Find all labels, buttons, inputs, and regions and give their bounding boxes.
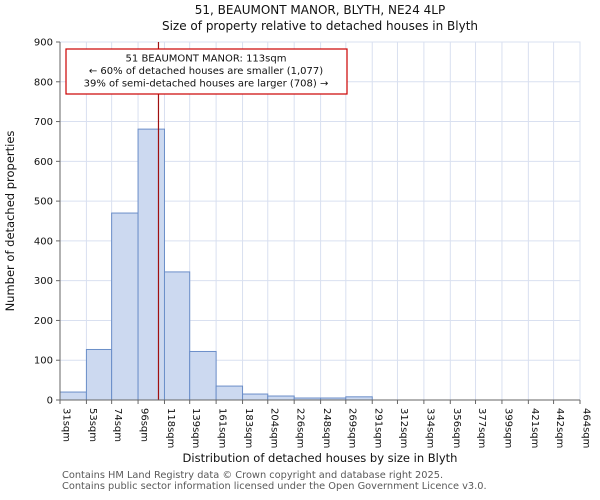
x-tick-labels: 31sqm 53sqm 74sqm 96sqm 118sqm 139sqm 161sqm 18… <box>61 408 592 448</box>
y-tick-label: 800 <box>34 77 53 88</box>
y-tick-label: 400 <box>34 236 53 247</box>
x-tick-label: 226sqm <box>295 408 306 448</box>
bar <box>242 393 269 401</box>
y-tick-label: 700 <box>34 117 53 128</box>
annotation-line-1: 51 BEAUMONT MANOR: 113sqm <box>126 54 287 65</box>
x-axis-label: Distribution of detached houses by size … <box>183 451 458 465</box>
bar <box>137 128 165 401</box>
annotation-line-2: ← 60% of detached houses are smaller (1,… <box>89 66 323 77</box>
y-tick-label: 100 <box>34 356 53 367</box>
x-tick-label: 442sqm <box>554 408 565 448</box>
x-tick-label: 204sqm <box>268 408 279 448</box>
axes <box>56 41 581 404</box>
annotation-box: 51 BEAUMONT MANOR: 113sqm ← 60% of detac… <box>65 48 348 95</box>
x-tick-label: 334sqm <box>424 408 435 448</box>
bar <box>215 385 244 401</box>
x-tick-label: 356sqm <box>451 408 462 448</box>
x-tick-label: 96sqm <box>139 408 150 442</box>
bar <box>189 350 217 401</box>
y-tick-labels: 0 100 200 300 400 500 600 700 800 900 <box>34 38 53 407</box>
x-tick-label: 312sqm <box>398 408 409 448</box>
x-tick-label: 161sqm <box>217 408 228 448</box>
x-tick-label: 399sqm <box>502 408 513 448</box>
y-axis-label: Number of detached properties <box>3 131 17 312</box>
x-tick-label: 464sqm <box>581 408 592 448</box>
y-tick-label: 900 <box>34 38 53 49</box>
annotation-border <box>65 48 348 95</box>
x-tick-label: 31sqm <box>61 408 72 442</box>
y-tick-label: 600 <box>34 157 53 168</box>
x-tick-label: 139sqm <box>190 408 201 448</box>
footer-line-1: Contains HM Land Registry data © Crown c… <box>62 470 443 481</box>
bar <box>267 395 295 401</box>
bar <box>163 271 191 401</box>
x-tick-label: 118sqm <box>165 408 176 448</box>
y-tick-label: 500 <box>34 197 53 208</box>
bar <box>111 212 139 401</box>
x-tick-label: 183sqm <box>243 408 254 448</box>
y-tick-label: 0 <box>47 396 53 407</box>
x-tick-label: 377sqm <box>476 408 487 448</box>
bar <box>59 391 87 401</box>
x-tick-label: 269sqm <box>346 408 357 448</box>
x-tick-label: 421sqm <box>529 408 540 448</box>
annotation-line-3: 39% of semi-detached houses are larger (… <box>84 79 329 90</box>
footer-line-2: Contains public sector information licen… <box>62 481 487 492</box>
bar <box>85 348 113 401</box>
x-tick-label: 291sqm <box>373 408 384 448</box>
chart-title: 51, BEAUMONT MANOR, BLYTH, NE24 4LP <box>195 3 445 17</box>
x-tick-label: 74sqm <box>112 408 123 442</box>
chart-subtitle: Size of property relative to detached ho… <box>162 19 478 33</box>
x-tick-label: 248sqm <box>321 408 332 448</box>
y-tick-label: 200 <box>34 316 53 327</box>
x-tick-label: 53sqm <box>87 408 98 442</box>
y-tick-label: 300 <box>34 276 53 287</box>
